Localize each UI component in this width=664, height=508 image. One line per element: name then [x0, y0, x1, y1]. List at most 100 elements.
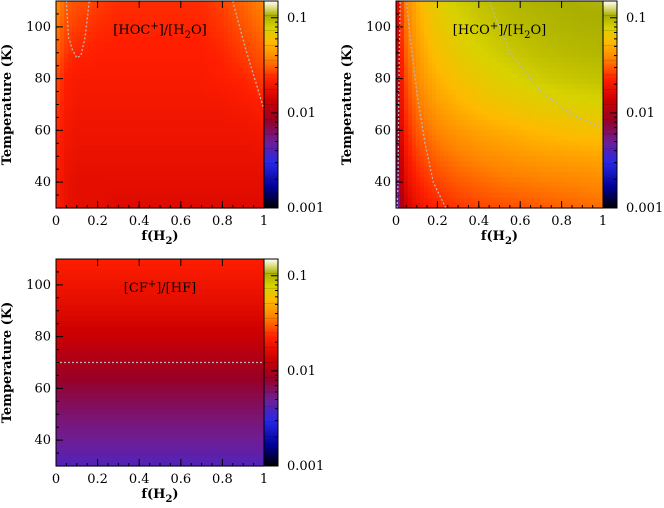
heatmap-cell	[427, 1, 433, 7]
heatmap-cell	[208, 176, 213, 183]
heatmap-cell	[212, 171, 217, 178]
heatmap-cell	[112, 1, 117, 7]
heatmap-cell	[439, 1, 445, 7]
heatmap-cell	[156, 187, 161, 194]
heatmap-cell	[128, 63, 133, 69]
heatmap-cell	[459, 145, 465, 152]
heatmap-cell	[407, 182, 413, 188]
heatmap-cell	[212, 120, 217, 126]
heatmap-cell	[483, 202, 489, 209]
heatmap-cell	[587, 187, 592, 194]
heatmap-cell	[152, 99, 157, 106]
heatmap-cell	[523, 16, 528, 23]
heatmap-cell	[483, 130, 489, 137]
heatmap-cell	[463, 83, 469, 90]
heatmap-cell	[451, 120, 457, 126]
x-tick-label: 0.4	[468, 214, 489, 229]
heatmap-cell	[208, 161, 213, 168]
heatmap-cell	[435, 32, 441, 38]
heatmap-cell	[252, 192, 257, 199]
heatmap-cell	[108, 94, 113, 100]
heatmap-cell	[204, 279, 209, 286]
heatmap-cell	[252, 88, 257, 95]
heatmap-cell	[100, 187, 105, 194]
heatmap-cell	[419, 78, 425, 85]
heatmap-cell	[503, 47, 509, 54]
heatmap-cell	[232, 99, 237, 106]
heatmap-cell	[84, 182, 89, 188]
heatmap-cell	[527, 114, 532, 121]
heatmap-cell	[124, 145, 129, 152]
heatmap-cell	[419, 166, 425, 173]
heatmap-cell	[451, 109, 457, 116]
heatmap-cell	[475, 11, 481, 18]
heatmap-cell	[240, 274, 245, 281]
heatmap-cell	[447, 135, 453, 142]
heatmap-cell	[64, 187, 69, 194]
heatmap-cell	[228, 120, 233, 126]
heatmap-cell	[535, 202, 540, 209]
heatmap-cell	[128, 182, 133, 188]
heatmap-cell	[180, 151, 185, 157]
heatmap-cell	[76, 300, 81, 307]
heatmap-cell	[192, 166, 197, 173]
heatmap-cell	[168, 78, 173, 85]
heatmap-cell	[583, 73, 588, 80]
heatmap-cell	[224, 78, 229, 85]
heatmap-cell	[403, 151, 409, 157]
heatmap-cell	[196, 269, 201, 276]
heatmap-cell	[471, 130, 477, 137]
heatmap-cell	[236, 300, 241, 307]
heatmap-cell	[419, 182, 425, 188]
heatmap-cell	[523, 197, 528, 204]
heatmap-cell	[204, 140, 209, 147]
heatmap-cell	[260, 83, 265, 90]
title-fragment: 2	[185, 30, 191, 41]
heatmap-cell	[172, 73, 177, 80]
heatmap-cell	[128, 99, 133, 106]
heatmap-cell	[92, 32, 97, 38]
heatmap-cell	[196, 192, 201, 199]
heatmap-cell	[396, 57, 401, 64]
heatmap-cell	[212, 11, 217, 18]
heatmap-cell	[228, 26, 233, 33]
heatmap-cell	[431, 52, 437, 59]
heatmap-cell	[563, 6, 568, 12]
heatmap-cell	[72, 202, 77, 209]
heatmap-cell	[208, 202, 213, 209]
heatmap-cell	[64, 42, 69, 49]
heatmap-cell	[575, 42, 580, 49]
heatmap-cell	[407, 52, 413, 59]
heatmap-cell	[252, 104, 257, 111]
heatmap-cell	[515, 37, 520, 43]
heatmap-cell	[591, 156, 596, 163]
heatmap-cell	[403, 73, 409, 80]
heatmap-cell	[248, 109, 253, 116]
heatmap-cell	[220, 264, 225, 270]
heatmap-cell	[64, 130, 69, 137]
heatmap-cell	[248, 6, 253, 12]
heatmap-cell	[248, 47, 253, 54]
heatmap-cell	[152, 259, 157, 265]
heatmap-cell	[64, 99, 69, 106]
title-fragment: 2	[524, 30, 530, 41]
heatmap-cell	[192, 99, 197, 106]
heatmap-cell	[176, 16, 181, 23]
heatmap-cell	[248, 182, 253, 188]
heatmap-cell	[156, 305, 161, 312]
heatmap-cell	[200, 161, 205, 168]
heatmap-cell	[108, 305, 113, 312]
heatmap-cell	[579, 42, 584, 49]
heatmap-cell	[244, 182, 249, 188]
heatmap-cell	[132, 1, 137, 7]
heatmap-cell	[455, 109, 461, 116]
heatmap-cell	[503, 63, 509, 69]
heatmap-cell	[431, 202, 437, 209]
heatmap-cell	[423, 187, 429, 194]
heatmap-cell	[583, 99, 588, 106]
heatmap-cell	[252, 176, 257, 183]
heatmap-cell	[128, 192, 133, 199]
heatmap-cell	[531, 47, 536, 54]
heatmap-cell	[220, 6, 225, 12]
heatmap-cell	[196, 99, 201, 106]
